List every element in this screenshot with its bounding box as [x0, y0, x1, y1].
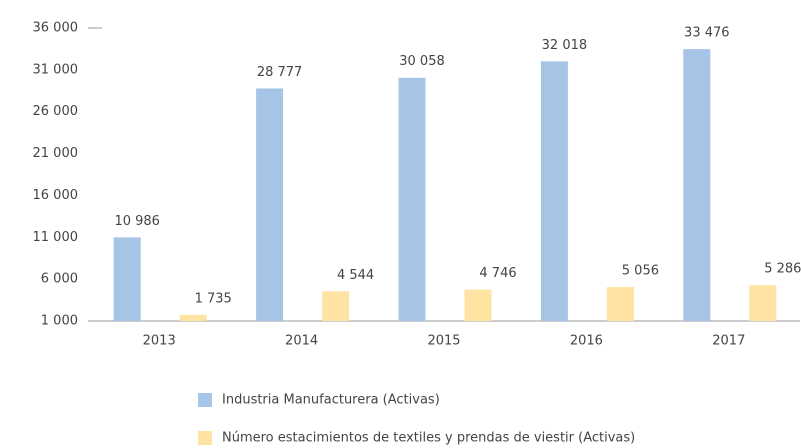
data-label: 10 986 — [114, 214, 160, 229]
data-label: 28 777 — [257, 65, 303, 80]
y-tick-label: 26 000 — [33, 104, 79, 119]
data-label: 32 018 — [542, 38, 588, 53]
bar — [179, 314, 207, 321]
data-label: 30 058 — [399, 54, 445, 69]
bar — [464, 289, 492, 321]
y-tick-label: 1 000 — [41, 314, 78, 329]
x-tick-label: 2017 — [712, 334, 745, 349]
data-label: 1 735 — [195, 291, 232, 306]
y-tick-label: 6 000 — [41, 272, 78, 287]
y-tick-label: 36 000 — [33, 21, 79, 36]
x-tick-label: 2013 — [143, 334, 176, 349]
bar — [398, 77, 426, 321]
data-label: 5 286 — [764, 262, 801, 277]
y-tick-label: 21 000 — [33, 146, 79, 161]
data-label: 4 544 — [337, 268, 374, 283]
bar — [749, 285, 777, 321]
data-label: 33 476 — [684, 26, 730, 41]
y-tick-label: 11 000 — [33, 230, 79, 245]
bar — [322, 291, 350, 321]
bar — [683, 49, 711, 321]
legend-label: Industria Manufacturera (Activas) — [222, 393, 440, 408]
bar — [540, 61, 568, 322]
x-tick-label: 2015 — [427, 334, 460, 349]
x-tick-label: 2014 — [285, 334, 318, 349]
bar — [606, 287, 634, 321]
legend-swatch — [198, 393, 212, 407]
bar — [256, 88, 284, 321]
legend-label: Número estacimientos de textiles y prend… — [222, 431, 635, 446]
y-tick-label: 16 000 — [33, 188, 79, 203]
data-label: 4 746 — [479, 266, 516, 281]
x-tick-label: 2016 — [570, 334, 603, 349]
legend-swatch — [198, 431, 212, 445]
y-tick-label: 31 000 — [33, 62, 79, 77]
data-label: 5 056 — [622, 264, 659, 279]
bar — [113, 237, 141, 321]
